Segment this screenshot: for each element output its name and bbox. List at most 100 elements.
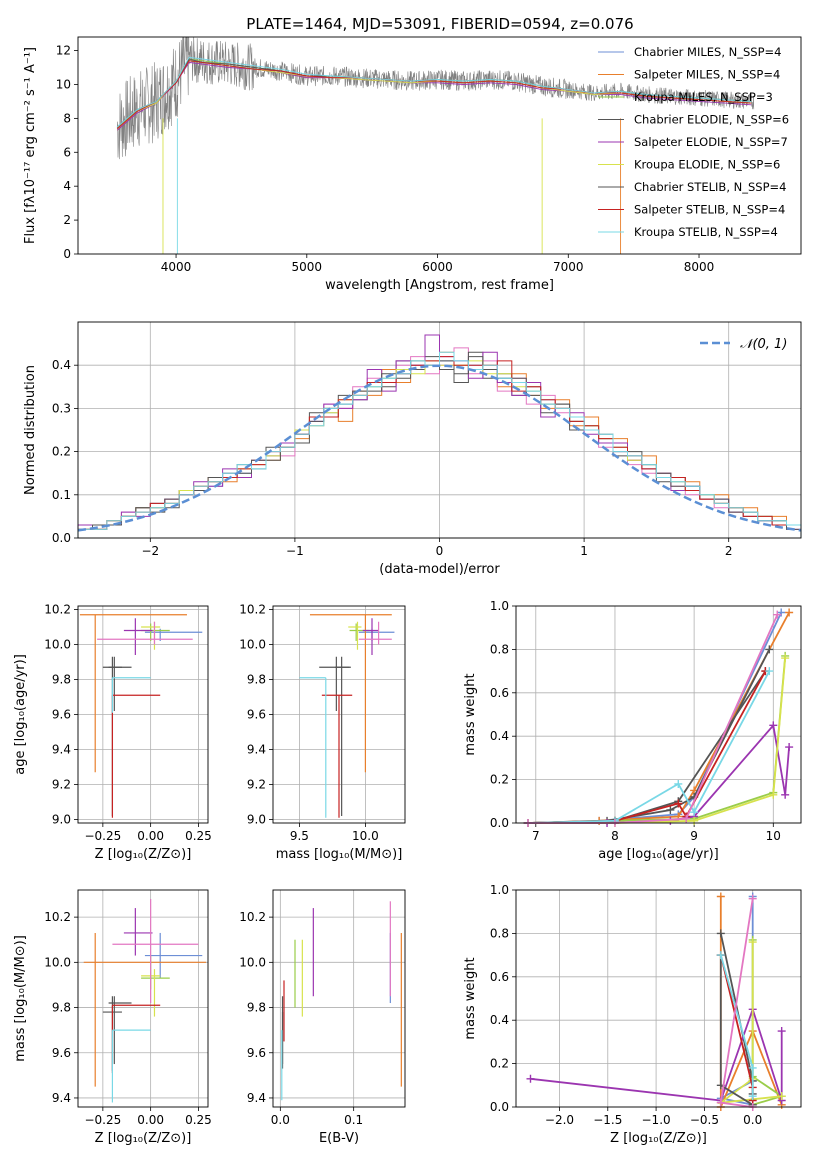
- spectrum-plot: [116, 37, 755, 254]
- x-tick-label: 0.0: [743, 1113, 762, 1127]
- error-bar-point: [97, 621, 193, 645]
- y-tick-label: 0.4: [490, 729, 509, 743]
- y-tick-label: 12: [56, 44, 71, 58]
- age_vs_mass-axes: 9.5 10.0 9.0 9.2 9.4 9.6 9.8 10.0 10.2 mass [log₁…: [239, 603, 406, 862]
- y-tick-label: 9.4: [52, 743, 71, 757]
- y-tick-label: 9.4: [247, 1091, 266, 1105]
- weight-marker: [716, 892, 725, 901]
- weight-marker: [716, 1098, 725, 1107]
- x-tick-label: −1: [286, 544, 304, 558]
- y-tick-label: 0.0: [490, 816, 509, 830]
- y-tick-label: 0.1: [52, 488, 71, 502]
- error-bar-point: [111, 1029, 151, 1103]
- legend-label: Salpeter ELODIE, N_SSP=7: [634, 135, 788, 149]
- y-tick-label: 4: [63, 179, 71, 193]
- weight-line: [527, 670, 771, 824]
- y-tick-label: 0.2: [490, 773, 509, 787]
- x-tick-label: −0.25: [84, 1113, 121, 1127]
- weights_vs_z-frame: [515, 889, 802, 1108]
- weight-marker: [666, 805, 675, 814]
- x-tick-label: 0.25: [185, 829, 212, 843]
- x-axis-label: Z [log₁₀(Z/Z⊙)]: [610, 1131, 707, 1146]
- weight-marker: [765, 645, 774, 654]
- normal-distribution-curve: [77, 364, 802, 532]
- spectrum-frame: [77, 36, 802, 255]
- legend-label: Chabrier STELIB, N_SSP=4: [634, 180, 786, 194]
- weight-marker: [682, 814, 691, 823]
- error-bar-point: [141, 955, 170, 990]
- y-tick-label: 9.2: [52, 778, 71, 792]
- mass_vs_ebv-axes: 0.0 0.1 9.4 9.6 9.8 10.0 10.2 E(B-V): [239, 889, 406, 1146]
- legend-label: Chabrier MILES, N_SSP=4: [634, 45, 781, 59]
- x-tick-label: 0.1: [344, 1113, 363, 1127]
- legend-label: Kroupa ELODIE, N_SSP=6: [634, 158, 780, 172]
- weight-line: [719, 898, 754, 1108]
- error-bar-point: [83, 932, 207, 1087]
- y-tick-label: 1.0: [490, 599, 509, 613]
- y-tick-label: 9.8: [52, 1001, 71, 1015]
- x-tick-label: 6000: [422, 260, 453, 274]
- y-tick-label: 9.0: [52, 813, 71, 827]
- y-tick-label: 2: [63, 213, 71, 227]
- y-tick-label: 0.6: [490, 970, 509, 984]
- y-tick-label: 0.4: [490, 1013, 509, 1027]
- y-tick-label: 9.6: [247, 1046, 266, 1060]
- legend-label: Kroupa STELIB, N_SSP=4: [634, 225, 778, 239]
- error-bar-point: [335, 656, 351, 816]
- weight-marker: [785, 743, 794, 752]
- y-axis-label: mass weight: [463, 673, 478, 755]
- x-axis-label: mass [log₁₀(M/M⊙)]: [276, 847, 403, 862]
- x-tick-label: 8: [611, 829, 619, 843]
- error-bar-point: [299, 677, 327, 818]
- x-tick-label: −2: [141, 544, 159, 558]
- weight-marker: [748, 894, 757, 903]
- figure-title: PLATE=1464, MJD=53091, FIBERID=0594, z=0…: [246, 15, 633, 33]
- y-tick-label: 10.0: [44, 955, 71, 969]
- x-tick-label: 1: [580, 544, 588, 558]
- weight-line: [527, 612, 783, 824]
- y-axis-label: mass weight: [463, 957, 478, 1039]
- error-bar-point: [79, 614, 187, 773]
- error-bar-point: [111, 1004, 161, 1074]
- x-tick-label: 9: [690, 829, 698, 843]
- legend-label: 𝒩(0, 1): [740, 337, 787, 352]
- x-tick-label: 9.5: [290, 829, 309, 843]
- x-tick-label: 7: [532, 829, 540, 843]
- y-tick-label: 9.0: [247, 813, 266, 827]
- weight-marker: [690, 808, 699, 817]
- y-tick-label: 9.6: [52, 1046, 71, 1060]
- weight-marker: [785, 608, 794, 617]
- y-tick-label: 8: [63, 111, 71, 125]
- x-tick-label: −1.5: [593, 1113, 622, 1127]
- mass_vs_ebv-frame: [272, 889, 406, 1108]
- y-axis-label: Normed distribution: [23, 365, 38, 495]
- legend-label: Salpeter STELIB, N_SSP=4: [634, 203, 785, 217]
- y-tick-label: 1.0: [490, 883, 509, 897]
- error-bar-point: [348, 621, 362, 650]
- x-axis-label: age [log₁₀(age/yr)]: [598, 847, 719, 862]
- weight-marker: [781, 654, 790, 663]
- weight-marker: [769, 790, 778, 799]
- x-tick-label: 0: [436, 544, 444, 558]
- y-tick-label: 9.8: [247, 673, 266, 687]
- weight-marker: [690, 816, 699, 825]
- weight-marker: [777, 1027, 786, 1036]
- y-tick-label: 9.6: [247, 708, 266, 722]
- spectrum-axes: 4000 5000 6000 7000 8000 0 2 4 6 8 10 12 wavelength …: [23, 36, 802, 293]
- y-tick-label: 9.4: [247, 743, 266, 757]
- x-axis-label: wavelength [Angstrom, rest frame]: [325, 278, 554, 293]
- error-bar-point: [111, 694, 161, 818]
- x-tick-label: 0.0: [271, 1113, 290, 1127]
- y-tick-label: 10: [56, 77, 71, 91]
- y-axis-label: Flux [fλ10⁻¹⁷ erg cm⁻² s⁻¹ A⁻¹]: [23, 47, 38, 244]
- histogram-step: [77, 351, 802, 538]
- y-axis-label: age [log₁₀(age/yr)]: [13, 654, 28, 775]
- weight-line: [527, 612, 790, 824]
- x-tick-label: −2.0: [545, 1113, 574, 1127]
- weight-marker: [716, 951, 725, 960]
- weight-marker: [526, 1074, 535, 1083]
- x-tick-label: 0.00: [137, 829, 164, 843]
- y-axis-label: mass [log₁₀(M/M⊙)]: [13, 935, 28, 1062]
- y-tick-label: 10.2: [44, 910, 71, 924]
